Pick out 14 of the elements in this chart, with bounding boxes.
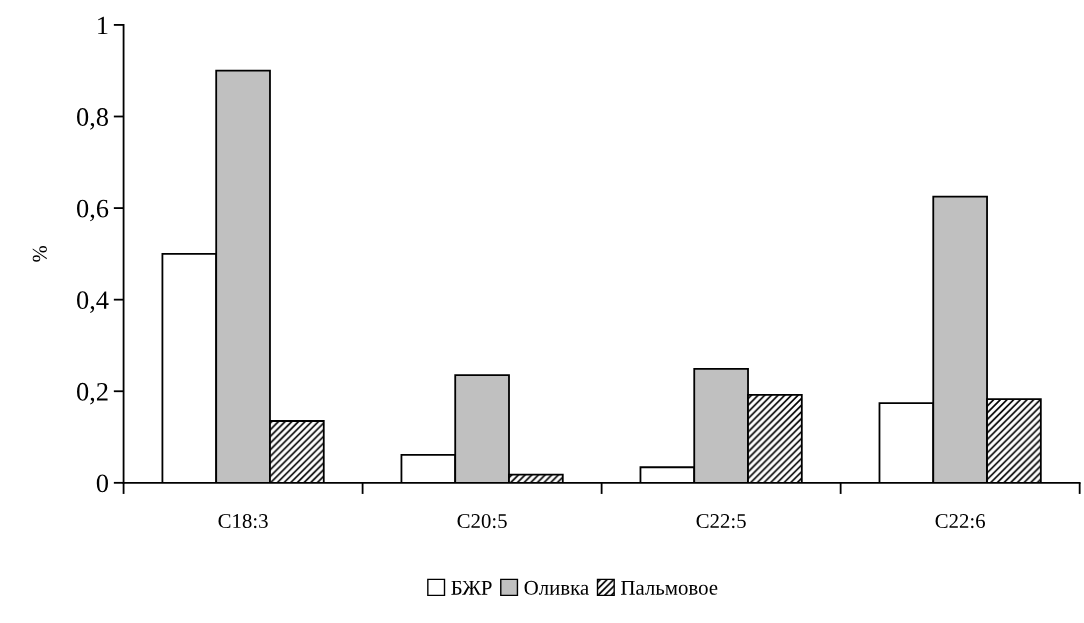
y-axis-title: % xyxy=(32,245,47,262)
y-tick-label: 0,2 xyxy=(77,382,108,405)
legend-label: БЖР xyxy=(451,580,492,595)
x-tick-label: C18:3 xyxy=(218,513,268,529)
legend-label: Пальмовое xyxy=(621,580,718,595)
y-tick-label: 0,6 xyxy=(77,199,109,222)
y-tick-label: 1 xyxy=(98,16,108,35)
x-tick-label: C20:5 xyxy=(457,513,507,529)
y-tick-label: 0 xyxy=(96,474,108,493)
y-tick-label: 0,4 xyxy=(77,291,109,313)
legend-label: Оливка xyxy=(524,580,589,595)
y-tick-label: 0,8 xyxy=(77,108,108,130)
x-tick-label: C22:6 xyxy=(935,514,985,529)
x-tick-label: C22:5 xyxy=(696,514,746,529)
